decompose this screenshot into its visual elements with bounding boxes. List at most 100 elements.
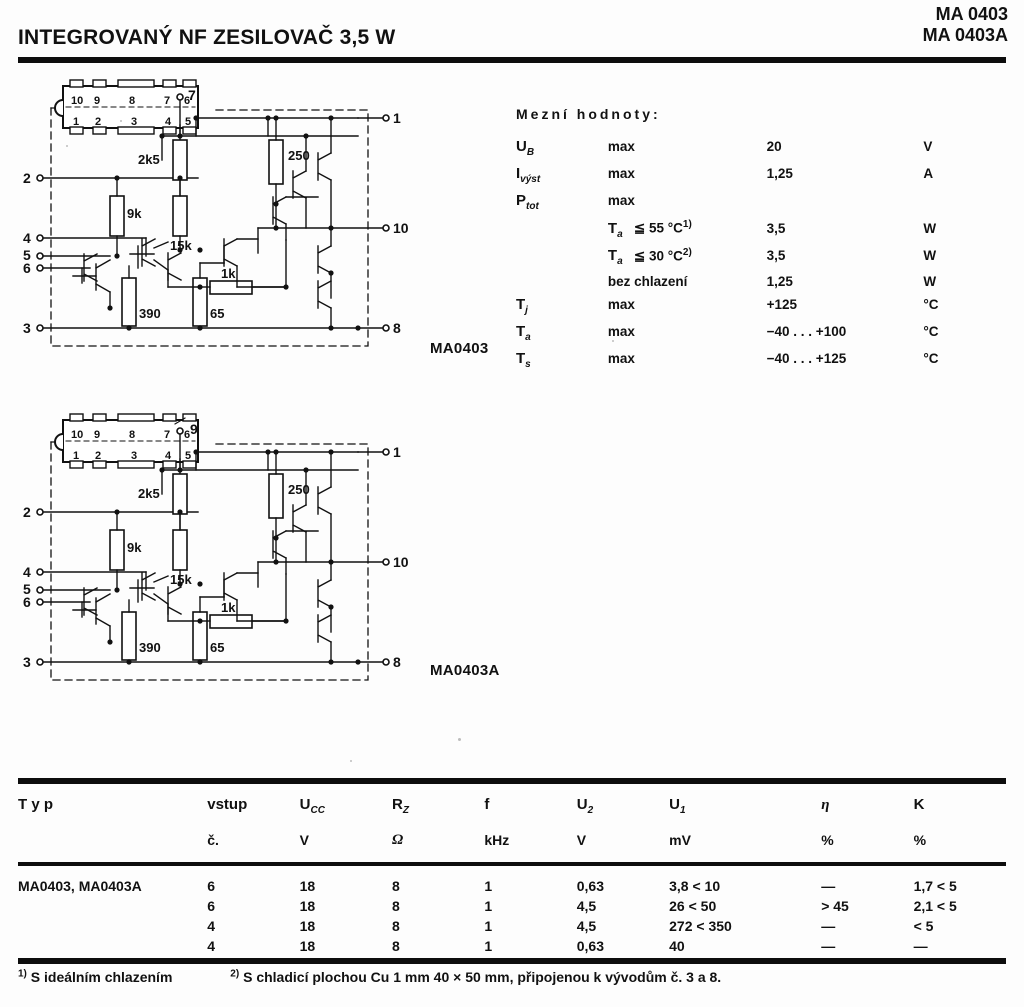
resistor-15k xyxy=(172,529,188,571)
ic-pin-bot-0: 1 xyxy=(73,450,79,462)
limit-unit: A xyxy=(923,166,934,181)
param-header-row-symbols: T y p vstup UCC RZ f U2 U1 η K xyxy=(18,792,1006,828)
scan-speck xyxy=(66,145,68,147)
ic-pin-bot-2: 3 xyxy=(131,450,137,462)
col-header-f: f xyxy=(484,796,490,813)
resistor-label-15k: 15k xyxy=(170,572,192,587)
limit-unit: W xyxy=(923,220,937,236)
limit-value xyxy=(767,192,924,219)
limit-row: bez chlazení 1,25 W xyxy=(516,274,986,296)
limit-condition: Ta ≦ 30 °C2) xyxy=(608,247,767,275)
resistor-250 xyxy=(268,139,284,185)
limit-row: Ptot max xyxy=(516,192,986,219)
cell-f: 1 xyxy=(484,878,493,894)
parameter-table-body: MA0403, MA0403A 6 18 8 1 0,63 3,8 < 10 —… xyxy=(18,878,1006,958)
terminal-label-right-2: 8 xyxy=(393,320,401,336)
limit-value: +125 xyxy=(766,297,798,312)
parameter-table: T y p vstup UCC RZ f U2 U1 η K č. V Ω kH… xyxy=(18,792,1006,866)
resistor-label-390: 390 xyxy=(139,306,161,321)
limit-values-table: UB max 20 V Ivýst max 1,25 A Ptot max Ta xyxy=(516,138,986,377)
limit-condition: bez chlazení xyxy=(607,274,688,289)
part-number-primary: MA 0403 xyxy=(935,4,1008,24)
limit-value: 3,5 xyxy=(766,220,786,236)
resistor-label-65: 65 xyxy=(210,640,224,655)
schematic-ma0403: 10 9 8 7 6 1 2 3 4 5 2 4 5 6 3 1 10 8 7 … xyxy=(23,79,409,347)
cell-u1: 26 < 50 xyxy=(669,898,717,914)
terminal-label-left-1: 4 xyxy=(23,564,31,580)
limit-row: Ta max −40 . . . +100 °C xyxy=(516,323,986,350)
col-header-rz: RZ xyxy=(392,796,409,816)
limit-unit: °C xyxy=(923,324,939,339)
terminal-label-right-0: 1 xyxy=(393,110,401,126)
limit-condition: max xyxy=(607,324,635,339)
param-table-top-rule xyxy=(18,778,1006,784)
resistor-390 xyxy=(121,611,137,661)
col-unit-u1: mV xyxy=(669,832,691,848)
device-label-ma0403a: MA0403A xyxy=(430,662,500,679)
terminal-label-left-3: 6 xyxy=(23,594,31,610)
limit-values-block: Mezní hodnoty: UB max 20 V Ivýst max 1,2… xyxy=(516,106,1016,377)
ic-pin-bot-4: 5 xyxy=(185,450,191,462)
ic-pin-bot-0: 1 xyxy=(73,116,79,128)
scan-speck xyxy=(350,760,352,762)
cell-f: 1 xyxy=(484,918,493,934)
terminal-label-left-4: 3 xyxy=(23,654,31,670)
cell-k: 2,1 < 5 xyxy=(913,898,957,914)
resistor-label-9k: 9k xyxy=(127,206,142,221)
schematic-ma0403a: 10 9 8 7 6 1 2 3 4 5 2 4 5 6 3 1 10 8 9 … xyxy=(23,413,409,681)
limit-value: 20 xyxy=(766,139,782,154)
scan-speck xyxy=(612,340,614,342)
resistor-label-250: 250 xyxy=(288,148,310,163)
param-header-row-units: č. V Ω kHz V mV % % xyxy=(18,828,1006,866)
terminal-label-left-0: 2 xyxy=(23,170,31,186)
resistor-label-1k: 1k xyxy=(221,266,236,281)
ic-pin-top-3: 7 xyxy=(164,429,170,441)
limit-symbol-sub: tot xyxy=(526,201,539,212)
ic-pin-bot-2: 3 xyxy=(131,116,137,128)
col-header-eta: η xyxy=(821,797,830,813)
limit-unit: °C xyxy=(923,297,939,312)
limit-symbol: Ptot xyxy=(516,192,539,212)
cell-u1: 272 < 350 xyxy=(669,918,732,934)
resistor-250 xyxy=(268,473,284,519)
cell-typ xyxy=(18,918,207,938)
ic-pin-top-3: 7 xyxy=(164,95,170,107)
limit-value: 3,5 xyxy=(766,248,786,263)
ic-pin-top-2: 8 xyxy=(129,95,135,107)
limit-condition-text: ≦ 55 °C xyxy=(633,220,683,236)
footnote-1: 1) S ideálním chlazením xyxy=(18,968,173,985)
limit-condition-text: ≦ 30 °C xyxy=(633,248,683,263)
ta-symbol: Ta xyxy=(607,247,623,267)
part-number-secondary: MA 0403A xyxy=(922,25,1008,45)
cell-f: 1 xyxy=(484,938,493,954)
param-table-header-rule xyxy=(18,862,1006,866)
ic-pin-bot-4: 5 xyxy=(185,116,191,128)
terminal-label-right-2: 8 xyxy=(393,654,401,670)
limit-unit: °C xyxy=(923,351,939,366)
terminal-label-left-0: 2 xyxy=(23,504,31,520)
terminal-label-left-4: 3 xyxy=(23,320,31,336)
footnote-ref-2: 2) xyxy=(682,246,692,258)
cell-f: 1 xyxy=(484,898,493,914)
limit-row: Tj max +125 °C xyxy=(516,296,986,323)
cell-k: — xyxy=(913,938,928,954)
cell-ucc: 18 xyxy=(299,898,316,914)
junction-dots xyxy=(107,449,361,665)
cell-eta: > 45 xyxy=(821,898,849,914)
ic-pin-top-1: 9 xyxy=(94,95,100,107)
cell-rz: 8 xyxy=(392,898,400,914)
cell-ucc: 18 xyxy=(299,918,316,934)
cell-typ xyxy=(18,898,207,918)
col-unit-typ xyxy=(18,828,207,866)
ic-pin-top-2: 8 xyxy=(129,429,135,441)
device-label-ma0403: MA0403 xyxy=(430,340,489,357)
cell-rz: 8 xyxy=(392,918,400,934)
resistor-9k xyxy=(109,195,125,237)
header-rule xyxy=(18,57,1006,63)
resistor-label-2k5: 2k5 xyxy=(138,486,160,501)
ic-pin-bot-3: 4 xyxy=(165,450,172,462)
cell-ucc: 18 xyxy=(299,878,316,894)
resistor-label-390: 390 xyxy=(139,640,161,655)
resistor-labels: 2k5 250 9k 15k 1k 390 65 xyxy=(127,482,310,655)
cell-vstup: 4 xyxy=(207,938,216,954)
